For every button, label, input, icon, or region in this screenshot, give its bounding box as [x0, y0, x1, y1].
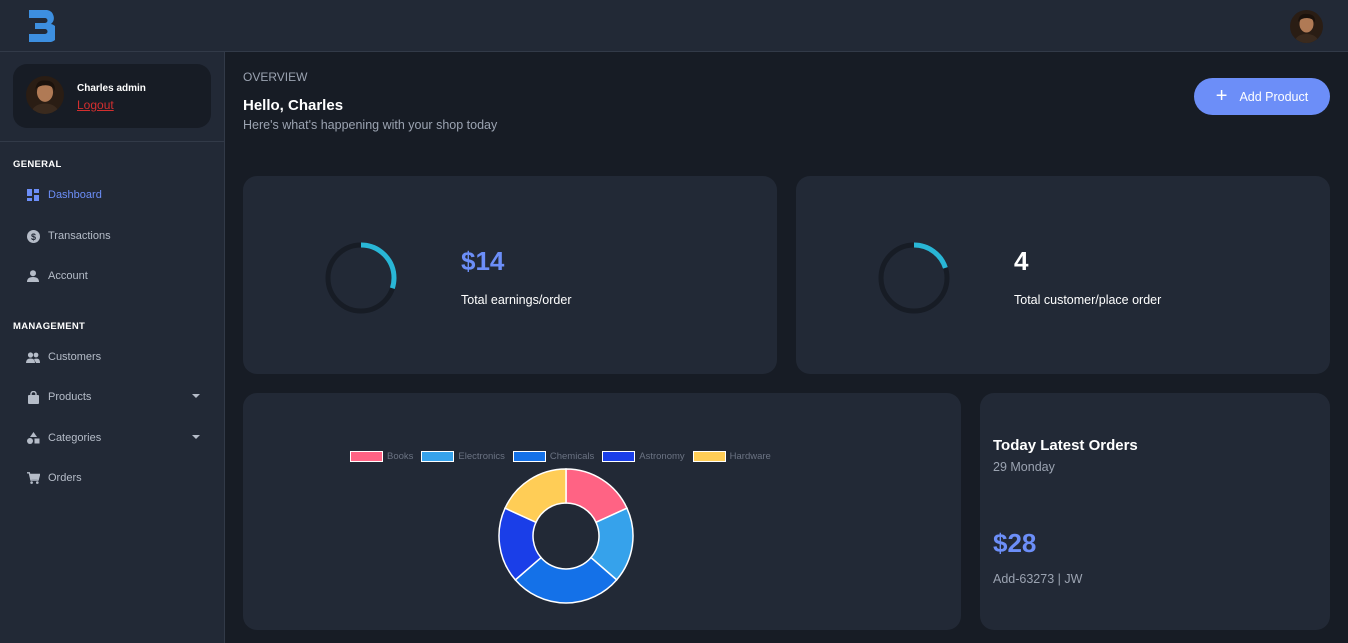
latest-orders-date: 29 Monday [993, 460, 1055, 474]
profile-name: Charles admin [77, 83, 146, 94]
latest-orders-reference: Add-63273 | JW [993, 572, 1083, 586]
sidebar-item-label: Categories [48, 432, 102, 444]
earnings-value: $14 [461, 246, 505, 276]
chevron-down-icon[interactable] [192, 394, 200, 398]
top-bar [0, 0, 1348, 52]
user-avatar[interactable] [1290, 10, 1323, 43]
sidebar-item-label: Account [48, 270, 88, 282]
legend-label: Chemicals [549, 451, 595, 462]
profile-card: Charles admin Logout [13, 64, 211, 128]
sidebar-item-label: Products [48, 391, 92, 403]
legend-label: Electronics [458, 451, 505, 462]
page-title: Hello, Charles [243, 97, 344, 114]
section-title-general: GENERAL [13, 159, 62, 170]
legend-item[interactable]: Hardware [692, 451, 771, 462]
customers-card: 4 Total customer/place order [796, 176, 1330, 374]
category-donut-chart [498, 468, 634, 604]
logout-link[interactable]: Logout [77, 98, 114, 112]
sidebar-item-orders[interactable]: Orders [0, 460, 224, 496]
sidebar-divider [0, 141, 224, 142]
b-logo-icon[interactable] [29, 10, 55, 42]
person-icon [26, 269, 40, 283]
legend-label: Books [387, 451, 414, 462]
earnings-label: Total earnings/order [461, 293, 572, 307]
customers-label: Total customer/place order [1014, 293, 1162, 307]
earnings-progress-ring [325, 242, 397, 314]
latest-orders-title: Today Latest Orders [993, 437, 1138, 454]
latest-orders-amount: $28 [993, 528, 1037, 558]
sidebar-item-account[interactable]: Account [0, 258, 224, 294]
cart-icon [26, 471, 40, 485]
sidebar-item-label: Orders [48, 472, 82, 484]
people-icon [26, 350, 40, 364]
legend-label: Hardware [729, 451, 771, 462]
page-section-label: OVERVIEW [243, 70, 308, 84]
dollar-circle-icon: $ [26, 229, 40, 243]
sidebar-item-products[interactable]: Products [0, 379, 224, 415]
legend-item[interactable]: Chemicals [512, 451, 595, 462]
earnings-card: $14 Total earnings/order [243, 176, 777, 374]
page-subtitle: Here's what's happening with your shop t… [243, 118, 498, 132]
sidebar-item-dashboard[interactable]: Dashboard [0, 177, 224, 213]
donut-slice-hardware[interactable] [504, 468, 567, 524]
profile-avatar [26, 76, 64, 114]
plus-icon: + [1215, 84, 1228, 107]
sidebar-item-customers[interactable]: Customers [0, 339, 224, 375]
add-product-label: Add Product [1239, 89, 1309, 104]
sidebar-item-label: Dashboard [48, 189, 102, 201]
legend-item[interactable]: Astronomy [602, 451, 685, 462]
section-title-management: MANAGEMENT [13, 321, 86, 332]
shopping-bag-icon [26, 390, 40, 404]
sidebar-item-label: Transactions [48, 230, 111, 242]
sidebar-item-categories[interactable]: Categories [0, 420, 224, 456]
sidebar-item-label: Customers [48, 351, 102, 363]
sidebar: Charles admin Logout GENERAL Dashboard $… [0, 52, 225, 643]
legend-swatch [350, 451, 383, 462]
legend-item[interactable]: Electronics [421, 451, 505, 462]
customers-value: 4 [1014, 246, 1029, 276]
donut-slice-chemicals[interactable] [514, 556, 618, 604]
legend-swatch [512, 451, 546, 462]
add-product-button[interactable]: + Add Product [1194, 78, 1330, 115]
customers-progress-ring [878, 242, 950, 314]
legend-item[interactable]: Books [350, 451, 413, 462]
legend-label: Astronomy [639, 451, 685, 462]
chevron-down-icon[interactable] [192, 435, 200, 439]
latest-orders-card [980, 393, 1330, 630]
legend-swatch [692, 451, 726, 462]
dashboard-icon [26, 188, 40, 202]
legend-swatch [421, 451, 455, 462]
chart-legend: Books Electronics Chemicals Astronomy Hardwa… [350, 451, 779, 462]
svg-text:$: $ [30, 232, 35, 242]
sidebar-item-transactions[interactable]: $ Transactions [0, 218, 224, 254]
shapes-icon [26, 431, 40, 445]
legend-swatch [602, 451, 636, 462]
